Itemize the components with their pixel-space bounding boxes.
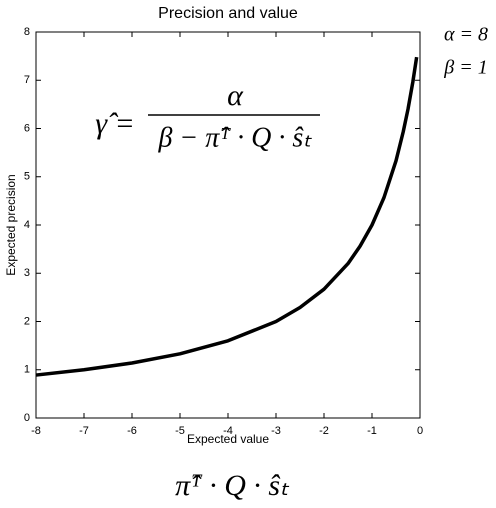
y-tick-label: 0	[24, 412, 30, 424]
y-tick-label: 7	[24, 74, 30, 86]
y-tick-label: 4	[24, 219, 30, 231]
y-tick-label: 6	[24, 122, 30, 134]
data-line	[35, 56, 419, 377]
x-tick-label: -8	[31, 425, 41, 437]
y-tick-label: 3	[24, 267, 30, 279]
x-axis-label: Expected value	[187, 432, 269, 446]
formula-numerator: α	[227, 79, 244, 112]
x-tick-label: -6	[127, 425, 137, 437]
x-tick-label: -1	[367, 425, 377, 437]
y-tick-label: 8	[24, 26, 30, 38]
y-tick-label: 5	[24, 171, 30, 183]
y-tick-label: 1	[24, 364, 30, 376]
x-formula: π̂ᵀ · Q · ŝₜ	[175, 469, 290, 502]
x-tick-label: -4	[223, 425, 233, 437]
x-tick-label: -7	[79, 425, 89, 437]
x-tick-label: 0	[417, 425, 423, 437]
y-tick-label: 2	[24, 315, 30, 327]
formula-denominator: β − π̂ᵀ · Q · ŝₜ	[157, 122, 312, 153]
x-tick-label: -3	[271, 425, 281, 437]
x-tick-label: -2	[319, 425, 329, 437]
alpha-param: α = 8	[444, 24, 488, 46]
beta-param: β = 1	[443, 57, 487, 79]
y-axis-label: Expected precision	[4, 174, 18, 275]
formula-lhs: γ̂ =	[95, 107, 135, 140]
x-tick-label: -5	[175, 425, 185, 437]
chart-title: Precision and value	[158, 5, 298, 22]
